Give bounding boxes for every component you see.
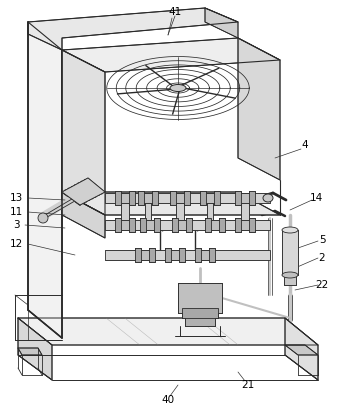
Polygon shape [205, 8, 238, 38]
Text: 12: 12 [9, 239, 23, 249]
Polygon shape [152, 191, 158, 205]
Polygon shape [219, 218, 225, 232]
Polygon shape [176, 198, 184, 225]
Text: 40: 40 [162, 395, 175, 405]
Polygon shape [241, 198, 249, 225]
Polygon shape [285, 345, 318, 355]
Polygon shape [195, 248, 201, 262]
Polygon shape [121, 198, 129, 225]
Ellipse shape [282, 227, 298, 233]
Polygon shape [238, 193, 252, 203]
Polygon shape [140, 218, 146, 232]
Polygon shape [207, 198, 213, 230]
Polygon shape [285, 318, 318, 380]
Ellipse shape [263, 194, 273, 202]
Polygon shape [208, 220, 222, 230]
Ellipse shape [38, 213, 48, 223]
Polygon shape [235, 218, 241, 232]
Polygon shape [185, 313, 215, 326]
Polygon shape [115, 218, 121, 232]
Polygon shape [154, 218, 160, 232]
Text: 5: 5 [319, 235, 325, 245]
Text: 22: 22 [315, 280, 329, 290]
Polygon shape [172, 218, 178, 232]
Polygon shape [129, 191, 135, 205]
Text: 13: 13 [9, 193, 23, 203]
Polygon shape [249, 218, 255, 232]
Polygon shape [105, 220, 270, 230]
Text: 21: 21 [241, 380, 255, 390]
Polygon shape [184, 191, 190, 205]
Polygon shape [203, 193, 217, 203]
Text: 41: 41 [168, 7, 182, 17]
Polygon shape [170, 191, 176, 205]
Polygon shape [205, 218, 211, 232]
Polygon shape [165, 248, 171, 262]
Polygon shape [105, 193, 270, 203]
Polygon shape [129, 218, 135, 232]
Polygon shape [28, 22, 62, 338]
Polygon shape [282, 230, 298, 275]
Polygon shape [168, 250, 182, 260]
Polygon shape [62, 192, 280, 215]
Polygon shape [209, 248, 215, 262]
Text: 14: 14 [309, 193, 323, 203]
Polygon shape [18, 318, 318, 345]
Polygon shape [173, 193, 187, 203]
Polygon shape [118, 193, 132, 203]
Polygon shape [143, 220, 157, 230]
Polygon shape [178, 283, 222, 313]
Polygon shape [214, 191, 220, 205]
Polygon shape [141, 193, 155, 203]
Polygon shape [186, 218, 192, 232]
Polygon shape [18, 318, 52, 380]
Text: 2: 2 [319, 253, 325, 263]
Polygon shape [62, 50, 105, 215]
Polygon shape [18, 348, 42, 355]
Polygon shape [182, 308, 218, 318]
Polygon shape [115, 191, 121, 205]
Text: 3: 3 [13, 220, 19, 230]
Polygon shape [62, 178, 105, 205]
Polygon shape [28, 8, 238, 50]
Polygon shape [235, 191, 241, 205]
Ellipse shape [170, 85, 186, 92]
Ellipse shape [282, 272, 298, 278]
Polygon shape [138, 191, 144, 205]
Polygon shape [149, 248, 155, 262]
Polygon shape [105, 250, 270, 260]
Polygon shape [198, 250, 212, 260]
Polygon shape [62, 38, 280, 72]
Polygon shape [238, 38, 280, 180]
Polygon shape [238, 220, 252, 230]
Polygon shape [118, 220, 132, 230]
Polygon shape [145, 198, 151, 230]
Text: 11: 11 [9, 207, 23, 217]
Polygon shape [175, 220, 189, 230]
Polygon shape [62, 192, 105, 238]
Text: 4: 4 [302, 140, 308, 150]
Polygon shape [179, 248, 185, 262]
Polygon shape [138, 250, 152, 260]
Polygon shape [249, 191, 255, 205]
Polygon shape [284, 275, 296, 285]
Polygon shape [200, 191, 206, 205]
Polygon shape [135, 248, 141, 262]
